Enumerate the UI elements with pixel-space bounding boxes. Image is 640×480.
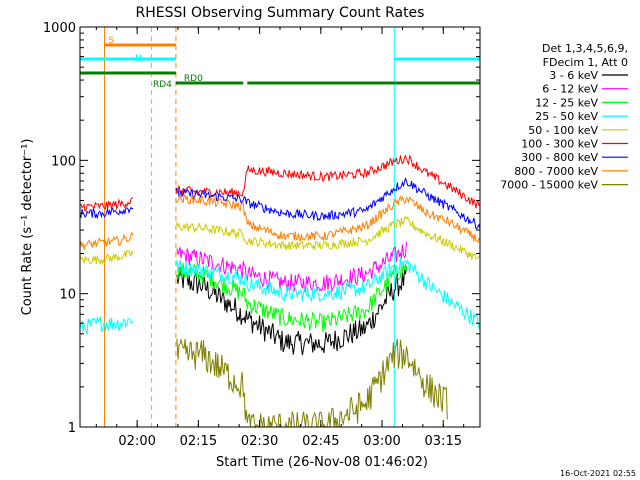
series-line [79,193,481,250]
chart-title: RHESSI Observing Summary Count Rates [136,5,425,21]
x-tick-label: 03:15 [425,434,462,449]
footer-timestamp: 16-Oct-2021 02:55 [560,469,636,478]
legend-label: 800 - 7000 keV [514,165,598,178]
flag-label: RD4 [153,80,172,90]
y-tick-label: 100 [51,154,76,169]
series-line [79,216,480,265]
series-line [79,154,481,213]
x-axis-label: Start Time (26-Nov-08 01:46:02) [216,455,428,470]
series-line [79,177,481,230]
flag-label: N [135,54,142,64]
legend-label: 6 - 12 keV [542,83,598,96]
y-tick-label: 1000 [43,21,76,36]
x-tick-label: 02:45 [302,434,339,449]
x-tick-label: 02:00 [118,434,155,449]
legend-label: 50 - 100 keV [528,124,598,137]
legend-label: 12 - 25 keV [535,96,598,109]
legend-label: 100 - 300 keV [521,138,598,151]
marker-lines [103,27,481,427]
series-lines [79,154,481,429]
legend-header-line-2: FDecim 1, Att 0 [543,56,628,69]
y-tick-label: 10 [59,288,76,303]
flag-bars: S N RD4 RD0 [80,36,480,90]
series-line [176,262,407,333]
x-tick-label: 03:00 [363,434,400,449]
series-line [176,338,448,429]
series-line [79,257,481,335]
legend-label: 3 - 6 keV [549,69,598,82]
legend-label: 7000 - 15000 keV [500,179,598,192]
legend-header-line-1: Det 1,3,4,5,6,9, [542,42,628,55]
legend-label: 300 - 800 keV [521,151,598,164]
legend-label: 25 - 50 keV [535,110,598,123]
legend: Det 1,3,4,5,6,9, FDecim 1, Att 0 3 - 6 k… [500,42,628,192]
x-tick-label: 02:30 [241,434,278,449]
x-tick-label: 02:15 [180,434,217,449]
series-line [176,266,407,356]
flag-label: RD0 [184,74,203,84]
y-axis-label: Count Rate (s⁻¹ detector⁻¹) [20,139,35,316]
axes: 02:00 02:15 02:30 02:45 03:00 03:15 1 10 100 1000 [43,21,480,449]
y-tick-label: 1 [68,421,76,436]
flag-label: S [108,36,114,46]
